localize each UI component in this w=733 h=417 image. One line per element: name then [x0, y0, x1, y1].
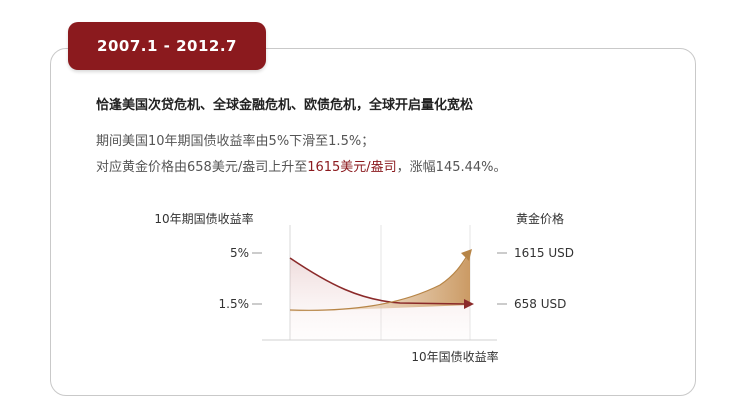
description-line-1: 期间美国10年期国债收益率由5%下滑至1.5%； — [96, 134, 375, 149]
description-line-2-highlight: 1615美元/盎司 — [307, 160, 397, 175]
yield-area — [290, 258, 470, 340]
right-axis-title: 黄金价格 — [516, 211, 564, 226]
left-axis-title: 10年期国债收益率 — [154, 211, 253, 226]
yield-arrow — [464, 299, 474, 309]
yield-line — [289, 257, 467, 305]
left-tick-1-5: 1.5% — [219, 297, 250, 311]
description-line-2-suffix: ，涨幅145.44%。 — [396, 160, 507, 175]
right-tick-658: 658 USD — [514, 297, 566, 311]
description-line-2: 对应黄金价格由658美元/盎司上升至1615美元/盎司，涨幅145.44%。 — [96, 156, 507, 175]
left-tick-5: 5% — [230, 246, 249, 260]
gold-arrow — [461, 249, 472, 261]
right-tick-1615: 1615 USD — [514, 246, 574, 260]
gold-line — [289, 255, 468, 311]
period-tab: 2007.1 - 2012.7 — [68, 22, 266, 70]
gold-area — [290, 252, 470, 312]
headline: 恰逢美国次贷危机、全球金融危机、欧债危机，全球开启量化宽松 — [96, 98, 474, 113]
x-axis-title: 10年国债收益率 — [411, 349, 498, 364]
description-line-2-prefix: 对应黄金价格由658美元/盎司上升至 — [96, 160, 308, 175]
